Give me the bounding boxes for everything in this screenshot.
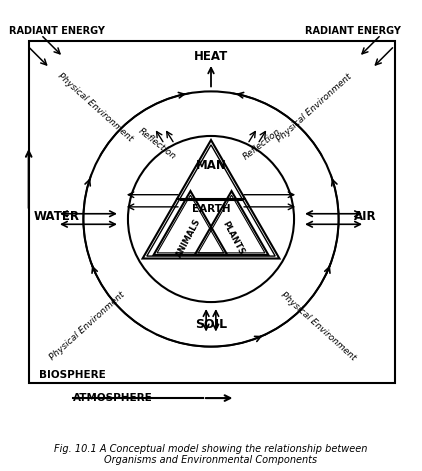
Text: WATER: WATER [34,211,80,223]
Text: HEAT: HEAT [194,50,228,64]
Text: Fig. 10.1 A Conceptual model showing the relationship between
Organisms and Envi: Fig. 10.1 A Conceptual model showing the… [54,444,368,465]
Text: ATMOSPHERE: ATMOSPHERE [73,393,153,403]
Text: MAN: MAN [195,159,227,172]
Text: Physical Environment: Physical Environment [275,72,354,144]
Text: SOIL: SOIL [195,318,227,331]
Text: Physical Environment: Physical Environment [48,291,127,362]
Text: ANIMALS: ANIMALS [174,217,203,259]
Text: RADIANT ENERGY: RADIANT ENERGY [9,25,105,36]
Text: Physical Environment: Physical Environment [56,72,135,144]
Bar [29,41,395,383]
Text: Reflection: Reflection [137,127,178,162]
Text: EARTH: EARTH [192,204,230,214]
Text: AIR: AIR [354,211,376,223]
Text: PLANTS: PLANTS [221,219,246,256]
Text: Reflection: Reflection [241,127,282,162]
Text: Physical Environment: Physical Environment [279,291,357,362]
Text: BIOSPHERE: BIOSPHERE [39,370,106,380]
Text: RADIANT ENERGY: RADIANT ENERGY [305,25,401,36]
